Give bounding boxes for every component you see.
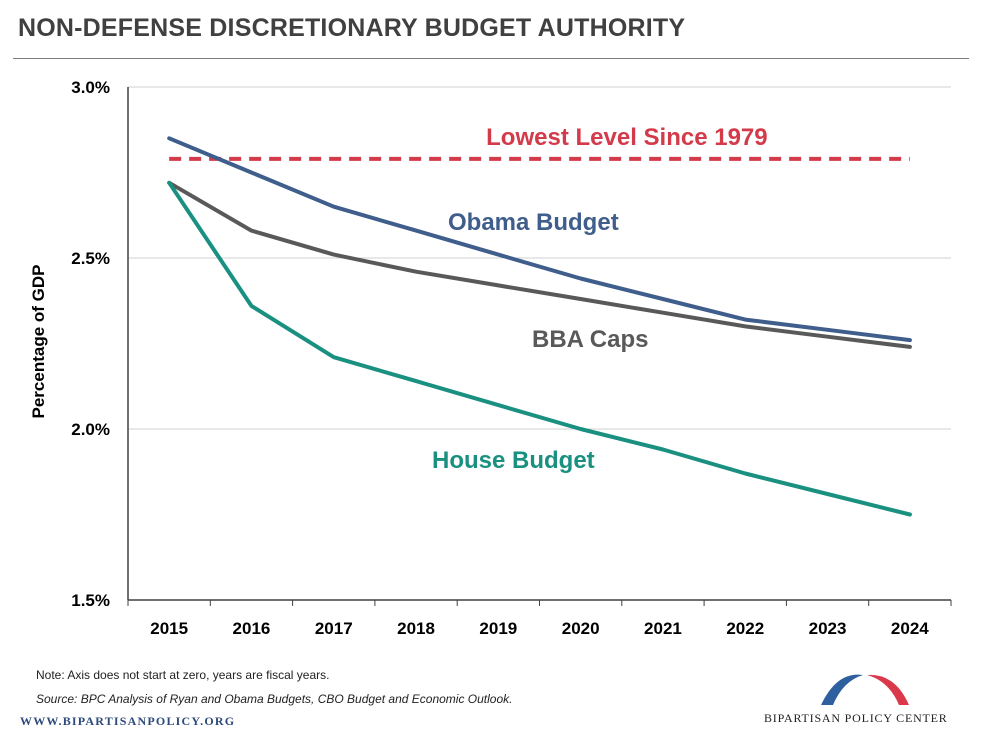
- footer-url[interactable]: WWW.BIPARTISANPOLICY.ORG: [20, 714, 236, 728]
- line-chart: 1.5% 2.0% 2.5% 3.0% 2015 2016 2017 2018 2019 2020…: [29, 78, 952, 638]
- x-tick-label: 2023: [809, 619, 847, 638]
- x-tick-label: 2016: [233, 619, 271, 638]
- title-divider: [13, 58, 969, 59]
- series-line-house-budget: [167, 180, 912, 517]
- y-tick-label: 2.0%: [71, 420, 110, 439]
- gridlines: [128, 86, 951, 430]
- y-tick-label: 3.0%: [71, 78, 110, 97]
- x-tick-label: 2021: [644, 619, 682, 638]
- bpc-logo: BIPARTISAN POLICY CENTER: [760, 665, 970, 735]
- x-tick-label: 2015: [150, 619, 188, 638]
- x-tick-label: 2022: [726, 619, 764, 638]
- series-label-house-budget: House Budget: [432, 447, 595, 474]
- y-axis-title: Percentage of GDP: [29, 265, 48, 419]
- chart-source: Source: BPC Analysis of Ryan and Obama B…: [36, 692, 513, 706]
- x-tick-label: 2019: [479, 619, 517, 638]
- x-tick-label: 2020: [562, 619, 600, 638]
- chart-title: NON-DEFENSE DISCRETIONARY BUDGET AUTHORI…: [18, 14, 686, 42]
- y-tick-label: 1.5%: [71, 591, 110, 610]
- x-tick-label: 2017: [315, 619, 353, 638]
- y-tick-label: 2.5%: [71, 249, 110, 268]
- reference-line-group: Lowest Level Since 1979: [169, 124, 910, 161]
- series-label-obama-budget: Obama Budget: [448, 209, 619, 236]
- reference-line-label: Lowest Level Since 1979: [486, 124, 767, 151]
- x-tick-label: 2024: [891, 619, 929, 638]
- series-line-obama-budget: [167, 136, 912, 343]
- series-line-bba-caps: [167, 180, 912, 349]
- tick-labels: 1.5% 2.0% 2.5% 3.0% 2015 2016 2017 2018 2019 2020…: [29, 78, 929, 638]
- series-lines: [167, 136, 912, 517]
- logo-arc-icon: [821, 674, 909, 705]
- axes: [127, 87, 952, 606]
- logo-text: BIPARTISAN POLICY CENTER: [764, 711, 948, 725]
- series-labels: Obama Budget BBA Caps House Budget: [432, 209, 648, 474]
- series-label-bba-caps: BBA Caps: [532, 326, 648, 353]
- chart-note: Note: Axis does not start at zero, years…: [36, 668, 330, 682]
- x-tick-label: 2018: [397, 619, 435, 638]
